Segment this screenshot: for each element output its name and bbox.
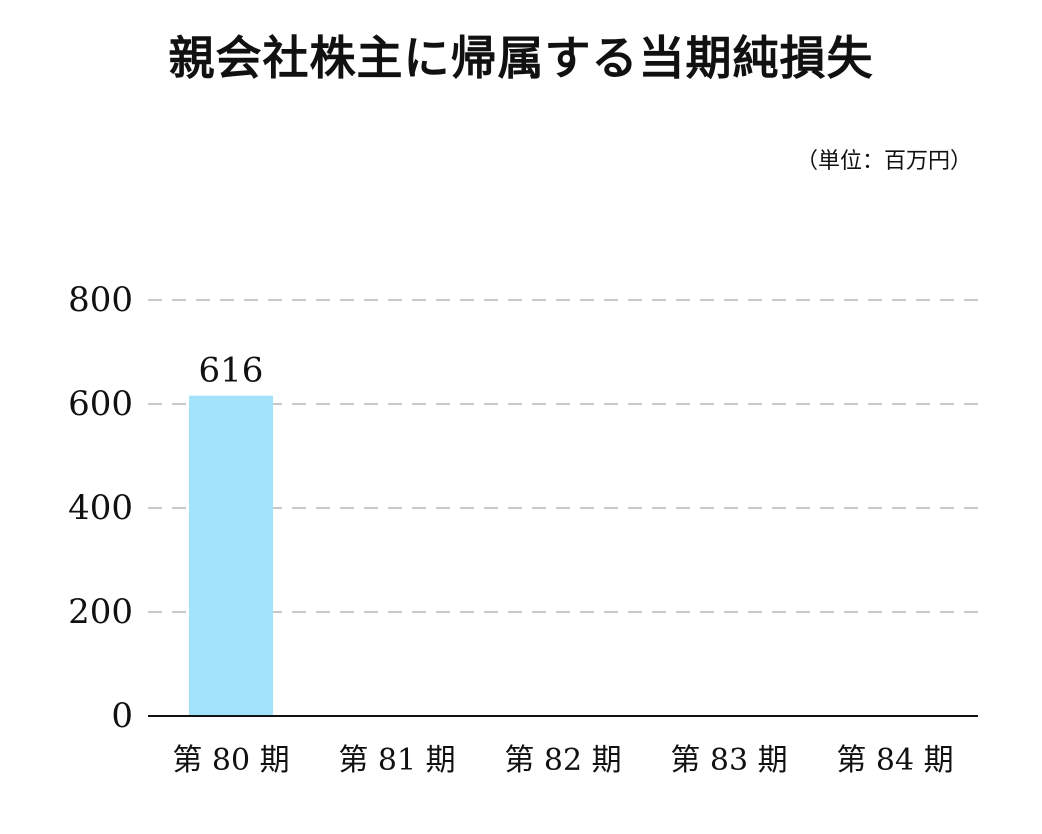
y-tick-label: 800 <box>68 280 133 320</box>
x-tick-label: 第 82 期 <box>504 743 621 778</box>
bar <box>189 395 273 716</box>
y-tick-label: 400 <box>68 488 133 528</box>
gridlines <box>148 299 978 613</box>
x-tick-label: 第 81 期 <box>338 743 455 778</box>
y-tick-label: 200 <box>68 592 133 632</box>
bars <box>189 395 273 716</box>
chart-title: 親会社株主に帰属する当期純損失 <box>168 31 874 85</box>
x-tick-label: 第 84 期 <box>836 743 953 778</box>
x-tick-label: 第 80 期 <box>172 743 289 778</box>
x-tick-label: 第 83 期 <box>670 743 787 778</box>
bar-value-label: 616 <box>199 351 264 391</box>
unit-note: （単位：百万円） <box>795 149 972 174</box>
y-tick-label: 600 <box>68 384 133 424</box>
labels: 0 200 400 600 800 616 第 80 期 第 81 期 第 82 期 第 83 期… <box>68 280 954 778</box>
y-tick-label: 0 <box>111 696 133 736</box>
